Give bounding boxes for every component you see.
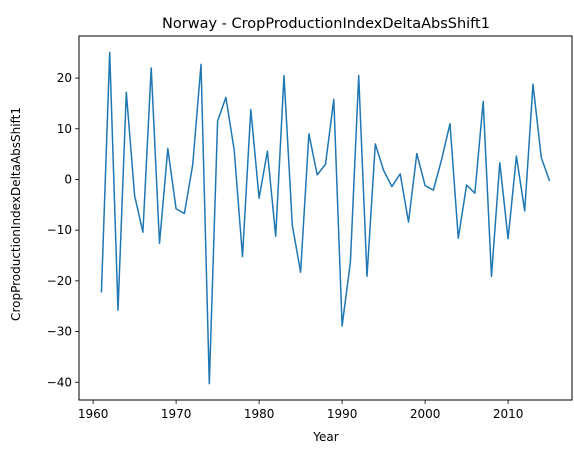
y-axis-label: CropProductionIndexDeltaAbsShift1 xyxy=(9,107,23,321)
y-axis: −40 −30 −20 −10 0 10 20 xyxy=(47,71,79,389)
x-tick-label: 1990 xyxy=(327,407,358,421)
series-line xyxy=(100,51,551,385)
x-tick-label: 1970 xyxy=(161,407,192,421)
y-tick-label: −30 xyxy=(47,325,72,339)
y-tick-label: 10 xyxy=(57,122,72,136)
x-tick-label: 2000 xyxy=(410,407,441,421)
plot-area xyxy=(100,51,551,385)
chart-title: Norway - CropProductionIndexDeltaAbsShif… xyxy=(162,16,490,32)
y-tick-label: −20 xyxy=(47,274,72,288)
y-tick-label: 20 xyxy=(57,71,72,85)
x-axis: 1960 1970 1980 1990 2000 2010 xyxy=(78,400,524,421)
x-tick-label: 2010 xyxy=(493,407,524,421)
y-tick-label: 0 xyxy=(64,172,72,186)
x-axis-label: Year xyxy=(312,430,338,444)
axes-frame xyxy=(78,35,573,401)
x-tick-label: 1980 xyxy=(244,407,275,421)
x-tick-label: 1960 xyxy=(78,407,109,421)
y-tick-label: −10 xyxy=(47,223,72,237)
y-tick-label: −40 xyxy=(47,375,72,389)
